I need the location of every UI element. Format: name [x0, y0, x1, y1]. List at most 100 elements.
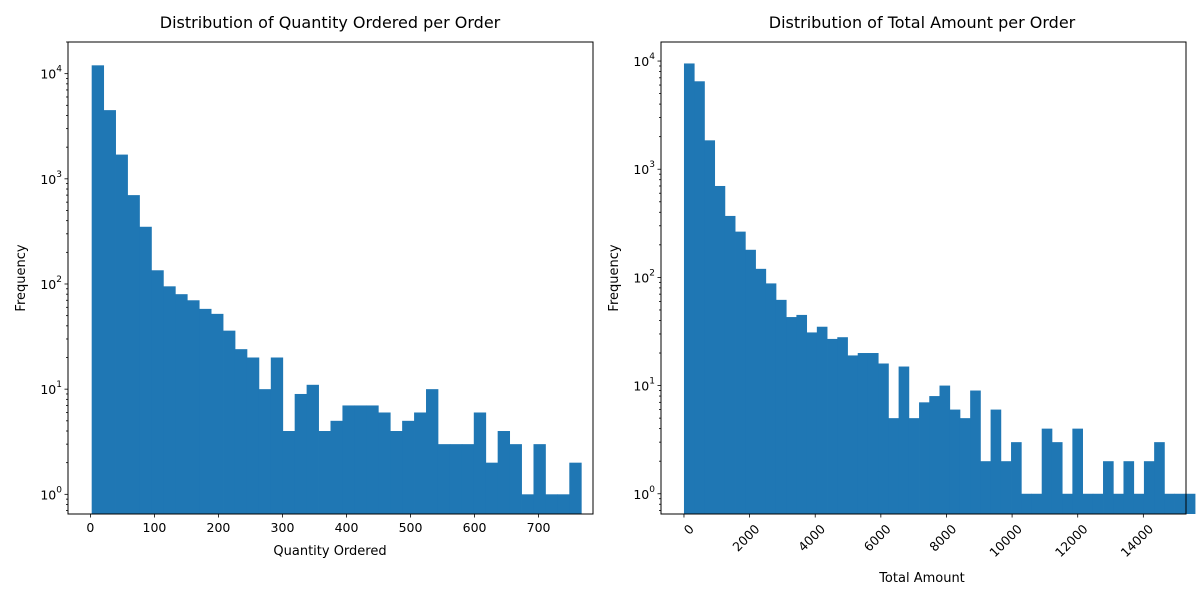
x-tick-label: 8000: [926, 521, 959, 554]
histogram-bar: [294, 393, 308, 514]
histogram-bars: [91, 65, 582, 514]
y-axis-label: Frequency: [607, 244, 622, 311]
histogram-bar: [1154, 442, 1165, 514]
histogram-bar: [318, 431, 331, 514]
histogram-bar: [735, 231, 746, 514]
histogram-bar: [139, 226, 152, 514]
histogram-bar: [175, 294, 188, 514]
histogram-bar: [929, 396, 940, 514]
histogram-bar: [366, 405, 379, 514]
histogram-bar: [1031, 493, 1043, 514]
y-tick-label: 100: [40, 485, 62, 502]
x-tick-label: 500: [399, 520, 423, 535]
histogram-bar: [765, 283, 777, 514]
histogram-bar: [1000, 461, 1012, 514]
y-tick-label: 104: [40, 65, 62, 82]
histogram-bar: [970, 390, 981, 514]
histogram-bar: [127, 195, 140, 514]
plot-frame: [67, 41, 594, 515]
histogram-bar: [497, 431, 511, 514]
histogram-bar: [187, 300, 200, 514]
histogram-bar: [1103, 461, 1114, 514]
x-tick-label: 700: [527, 520, 551, 535]
y-axis-ticks: 100 101 102 103 104: [40, 65, 68, 502]
histogram-bar: [115, 154, 128, 514]
histogram-bar: [223, 330, 236, 514]
histogram-bar: [390, 431, 403, 514]
histogram-bar: [449, 444, 463, 514]
amount-histogram-panel: Distribution of Total Amount per Order 1…: [607, 13, 1196, 586]
histogram-bar: [1174, 493, 1186, 514]
histogram-bar: [342, 405, 355, 514]
histogram-bar: [461, 444, 475, 514]
histogram-bar: [888, 418, 900, 514]
y-tick-label: 103: [40, 170, 62, 187]
histogram-bars: [683, 63, 1196, 515]
histogram-bar: [867, 353, 879, 514]
x-tick-label: 12000: [1052, 521, 1091, 560]
histogram-bar: [211, 313, 224, 514]
y-tick-label: 102: [40, 275, 62, 292]
x-tick-label: 600: [463, 520, 487, 535]
histogram-bar: [258, 389, 272, 514]
x-tick-label: 100: [143, 520, 167, 535]
histogram-bar: [545, 494, 558, 514]
x-tick-label: 14000: [1118, 521, 1157, 560]
histogram-bar: [704, 140, 716, 514]
histogram-bar: [714, 185, 726, 515]
histogram-bar: [1051, 442, 1063, 514]
histogram-bar: [414, 412, 427, 514]
histogram-bar: [1072, 428, 1083, 514]
histogram-bar: [485, 462, 499, 514]
histogram-bar: [990, 409, 1002, 514]
histogram-bar: [1021, 493, 1032, 514]
histogram-bar: [426, 389, 439, 514]
histogram-bar: [898, 366, 910, 514]
x-tick-label: 0: [86, 520, 94, 535]
histogram-bar: [151, 270, 164, 514]
x-tick-label: 4000: [795, 521, 828, 554]
histogram-bar: [234, 349, 248, 514]
y-tick-label: 100: [633, 485, 655, 502]
histogram-bar: [1123, 461, 1135, 514]
histogram-bar: [246, 357, 260, 514]
y-tick-label: 104: [633, 52, 655, 69]
histogram-bar: [908, 418, 920, 514]
histogram-bar: [91, 65, 105, 514]
histogram-bar: [683, 63, 695, 515]
x-tick-label: 10000: [986, 521, 1025, 560]
histogram-bar: [1082, 493, 1094, 514]
histogram-bar: [569, 462, 582, 514]
histogram-bar: [878, 363, 889, 514]
histogram-bar: [939, 385, 951, 514]
x-tick-label: 6000: [861, 521, 894, 554]
histogram-bar: [282, 431, 296, 514]
histogram-bar: [959, 418, 971, 514]
x-tick-label: 2000: [729, 521, 762, 554]
x-axis-label: Total Amount: [878, 571, 965, 586]
histogram-bar: [857, 353, 869, 514]
histogram-bar: [1092, 493, 1104, 514]
y-tick-label: 101: [633, 377, 655, 394]
histogram-bar: [103, 110, 116, 514]
histogram-bar: [473, 412, 487, 514]
histogram-bar: [1164, 493, 1175, 514]
histogram-bar: [847, 355, 859, 514]
histogram-bar: [1041, 428, 1053, 514]
histogram-bar: [354, 405, 367, 514]
histogram-bar: [1184, 493, 1196, 514]
histogram-bar: [745, 249, 756, 515]
y-tick-label: 103: [633, 160, 655, 177]
x-tick-label: 300: [271, 520, 295, 535]
histogram-bar: [1062, 493, 1073, 514]
chart-title: Distribution of Quantity Ordered per Ord…: [160, 13, 501, 32]
histogram-bar: [199, 308, 212, 514]
histogram-bar: [837, 337, 848, 514]
histogram-bar: [806, 332, 818, 514]
histogram-bar: [557, 494, 570, 514]
histogram-bar: [1011, 442, 1022, 514]
chart-title: Distribution of Total Amount per Order: [769, 13, 1076, 32]
histogram-bar: [533, 444, 546, 514]
x-tick-label: 0: [681, 521, 697, 537]
